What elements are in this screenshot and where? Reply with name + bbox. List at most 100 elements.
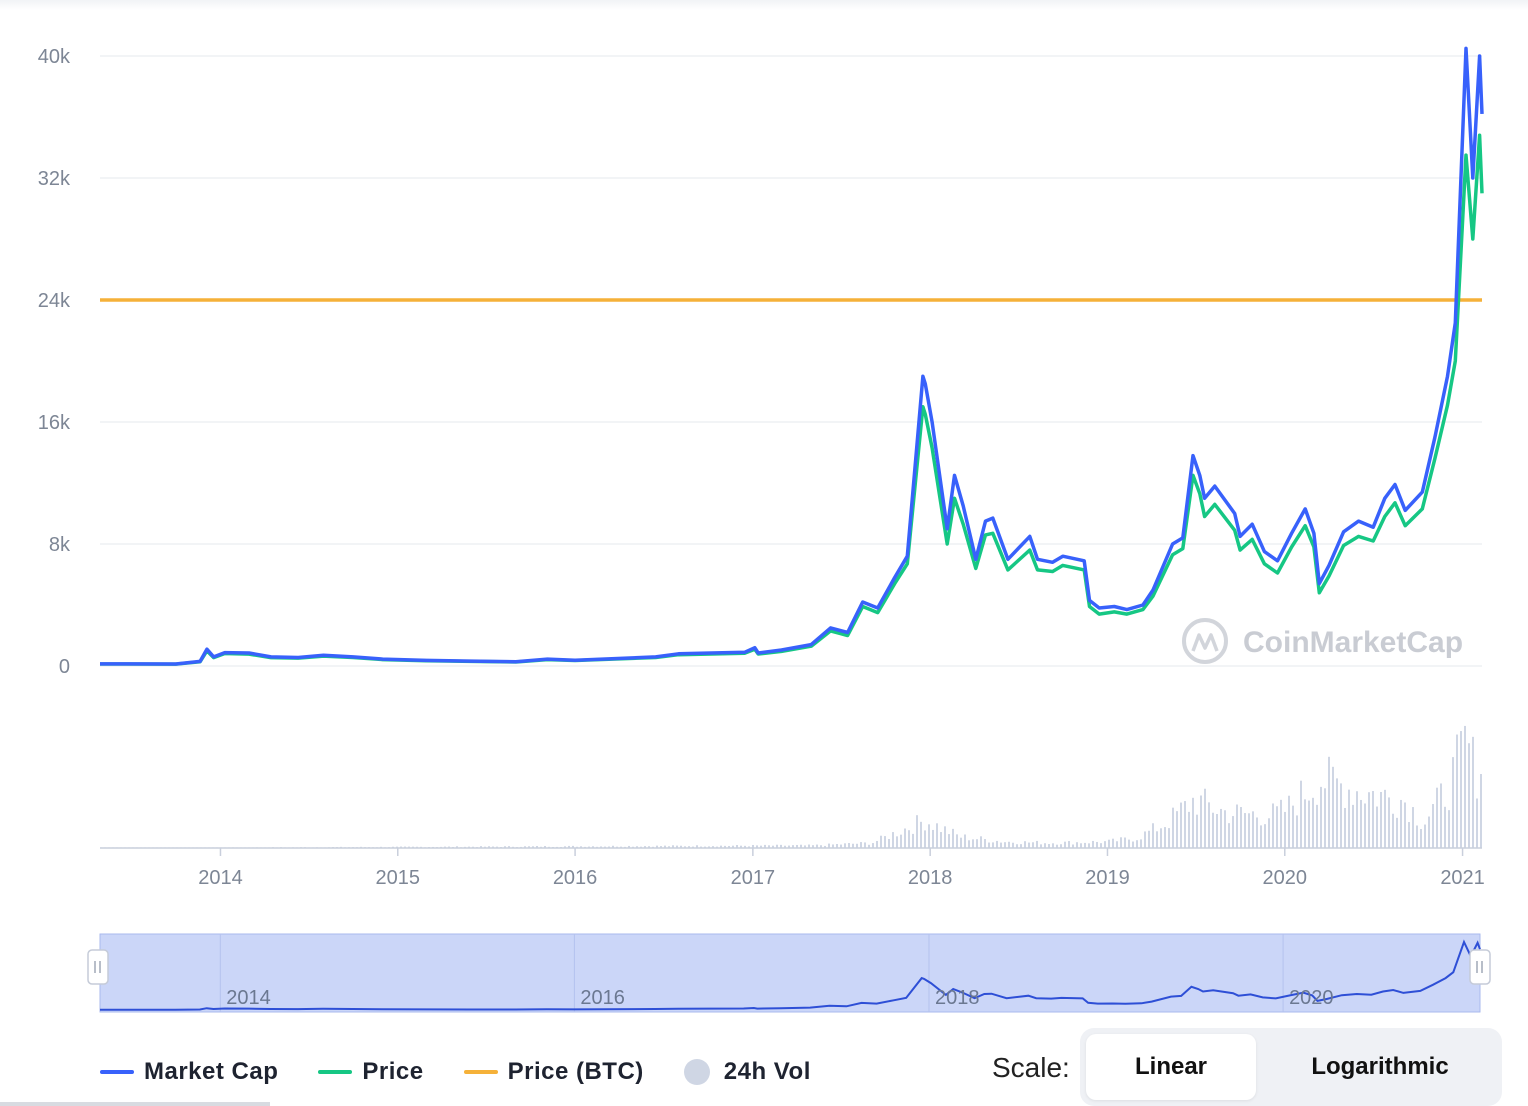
x-tick-label: 2019 <box>1085 867 1130 889</box>
volume-bar <box>1096 841 1098 848</box>
volume-bar <box>1068 841 1070 848</box>
volume-bar <box>804 845 806 848</box>
volume-bar <box>816 844 818 848</box>
volume-bar <box>1052 843 1054 848</box>
volume-bar <box>740 845 742 848</box>
volume-bar <box>808 844 810 848</box>
volume-bar <box>928 824 930 848</box>
volume-bar <box>812 845 814 848</box>
scale-label: Scale: <box>992 1052 1070 1083</box>
volume-bar <box>1168 828 1170 848</box>
volume-bar <box>1024 841 1026 848</box>
legend-label: Price (BTC) <box>507 1058 644 1085</box>
volume-bar <box>1108 839 1110 848</box>
legend-item-24h-vol[interactable]: 24h Vol <box>683 1058 811 1086</box>
volume-bar <box>1000 842 1002 848</box>
volume-bar <box>920 821 922 848</box>
volume-bar <box>756 845 758 848</box>
volume-bar <box>936 823 938 848</box>
volume-bar <box>1184 801 1186 848</box>
volume-bar <box>1420 829 1422 848</box>
volume-bar <box>1260 825 1262 848</box>
y-tick-label: 24k <box>38 290 71 312</box>
volume-bar <box>1456 734 1458 848</box>
volume-bar <box>1236 804 1238 848</box>
volume-bar <box>1132 841 1134 848</box>
legend-item-market-cap[interactable]: Market Cap <box>100 1058 278 1086</box>
volume-bar <box>684 846 686 848</box>
volume-bar <box>788 845 790 848</box>
volume-bar <box>660 846 662 848</box>
volume-bar <box>1048 844 1050 848</box>
legend-label: Market Cap <box>144 1058 279 1085</box>
volume-bar <box>948 834 950 848</box>
volume-bar <box>1332 766 1334 848</box>
volume-bar <box>572 845 574 848</box>
volume-bar <box>1428 816 1430 848</box>
volume-bar <box>1036 840 1038 848</box>
volume-bar <box>1028 842 1030 848</box>
volume-bar <box>1140 839 1142 848</box>
page-scrollbar[interactable] <box>0 1102 270 1106</box>
volume-bar <box>1292 805 1294 848</box>
volume-bar <box>1088 843 1090 848</box>
volume-bar <box>1384 789 1386 848</box>
volume-bar <box>456 846 458 848</box>
volume-bar <box>1448 810 1450 848</box>
volume-bar <box>1308 800 1310 848</box>
volume-bar <box>896 836 898 848</box>
volume-bar <box>744 845 746 848</box>
volume-bar <box>1064 841 1066 848</box>
series-lines <box>99 46 1484 666</box>
volume-bar <box>696 845 698 848</box>
volume-bar <box>1264 824 1266 848</box>
navigator-series <box>100 939 1481 1011</box>
volume-bar <box>532 846 534 848</box>
y-tick-label: 0 <box>59 656 70 678</box>
volume-bar <box>1136 840 1138 848</box>
volume-bar <box>1324 788 1326 848</box>
volume-bar <box>676 845 678 848</box>
legend-item-price-btc[interactable]: Price (BTC) <box>463 1058 644 1086</box>
navigator-gridlines <box>219 934 1284 1012</box>
volume-bar <box>1216 814 1218 848</box>
volume-bar <box>772 845 774 848</box>
scale-linear-button[interactable]: Linear <box>1086 1034 1256 1100</box>
volume-bar <box>1116 841 1118 848</box>
volume-bar <box>600 846 602 848</box>
volume-bar <box>720 845 722 848</box>
volume-bar <box>988 842 990 848</box>
legend-item-price[interactable]: Price <box>318 1058 423 1086</box>
volume-bar <box>776 844 778 848</box>
volume-bar <box>1124 837 1126 848</box>
volume-bar <box>764 844 766 848</box>
volume-bar <box>1376 806 1378 848</box>
volume-bar <box>824 845 826 848</box>
y-tick-label: 40k <box>38 46 71 68</box>
volume-bar <box>1204 788 1206 848</box>
volume-bar <box>1404 802 1406 848</box>
volume-bar <box>1144 831 1146 848</box>
y-tick-label: 16k <box>38 412 71 434</box>
legend-swatch-market-cap <box>100 1070 134 1074</box>
volume-bar <box>1328 756 1330 848</box>
navigator-selection[interactable] <box>100 934 1480 1012</box>
volume-bar <box>688 846 690 848</box>
volume-bar <box>1468 743 1470 848</box>
volume-bar <box>1248 813 1250 848</box>
volume-bar <box>1092 840 1094 848</box>
volume-bar <box>1172 807 1174 848</box>
navigator-right-handle[interactable] <box>1469 949 1491 985</box>
navigator-left-handle[interactable] <box>87 949 109 985</box>
volume-bar <box>1396 817 1398 848</box>
volume-bar <box>1288 795 1290 848</box>
volume-bar <box>904 828 906 848</box>
volume-bar <box>1084 842 1086 848</box>
volume-bar <box>820 845 822 848</box>
volume-bar <box>916 815 918 848</box>
volume-bar <box>932 829 934 848</box>
volume-bar <box>780 844 782 848</box>
volume-bar <box>868 844 870 848</box>
scale-logarithmic-button[interactable]: Logarithmic <box>1311 1053 1449 1080</box>
volume-bar <box>724 845 726 848</box>
